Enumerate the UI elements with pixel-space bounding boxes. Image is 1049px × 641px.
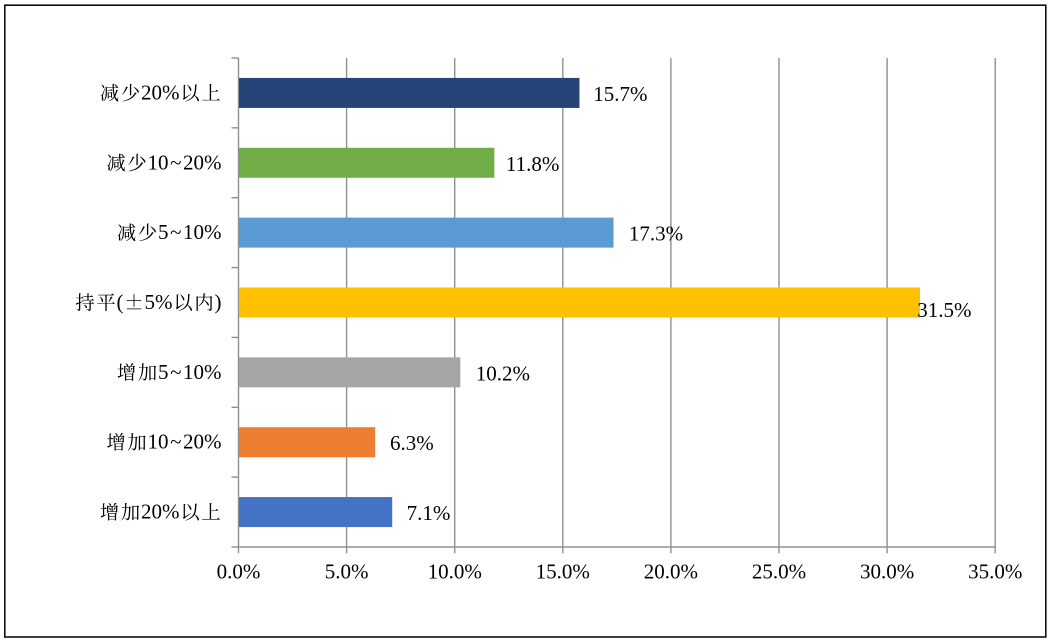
svg-text:15.7%: 15.7% — [593, 82, 647, 106]
svg-text:35.0%: 35.0% — [968, 559, 1022, 583]
svg-text:10%: 10% — [183, 360, 222, 384]
svg-text:30.0%: 30.0% — [860, 559, 914, 583]
svg-text:20%: 20% — [183, 430, 222, 454]
svg-text:10: 10 — [148, 150, 169, 174]
svg-text:~: ~ — [170, 360, 181, 384]
svg-text:20%: 20% — [183, 150, 222, 174]
svg-text:10%: 10% — [183, 220, 222, 244]
svg-text:): ) — [215, 290, 222, 314]
svg-text:15.0%: 15.0% — [536, 559, 590, 583]
svg-text:20.0%: 20.0% — [644, 559, 698, 583]
svg-text:5.0%: 5.0% — [325, 559, 369, 583]
svg-text:17.3%: 17.3% — [629, 222, 683, 246]
svg-text:0.0%: 0.0% — [217, 559, 261, 583]
svg-text:~: ~ — [170, 150, 181, 174]
svg-text:11.8%: 11.8% — [506, 152, 559, 176]
svg-text:~: ~ — [170, 430, 181, 454]
svg-text:20%: 20% — [141, 80, 180, 104]
svg-text:5%: 5% — [145, 290, 173, 314]
svg-text:7.1%: 7.1% — [407, 501, 451, 525]
svg-text:~: ~ — [170, 220, 181, 244]
svg-text:10.0%: 10.0% — [428, 559, 482, 583]
svg-text:25.0%: 25.0% — [752, 559, 806, 583]
svg-text:6.3%: 6.3% — [390, 431, 434, 455]
svg-text:10: 10 — [148, 430, 169, 454]
svg-text:31.5%: 31.5% — [917, 298, 971, 322]
svg-text:5: 5 — [158, 220, 169, 244]
svg-text:5: 5 — [158, 360, 169, 384]
svg-text:20%: 20% — [141, 500, 180, 524]
svg-text:(: ( — [117, 290, 124, 314]
svg-text:10.2%: 10.2% — [476, 361, 530, 385]
